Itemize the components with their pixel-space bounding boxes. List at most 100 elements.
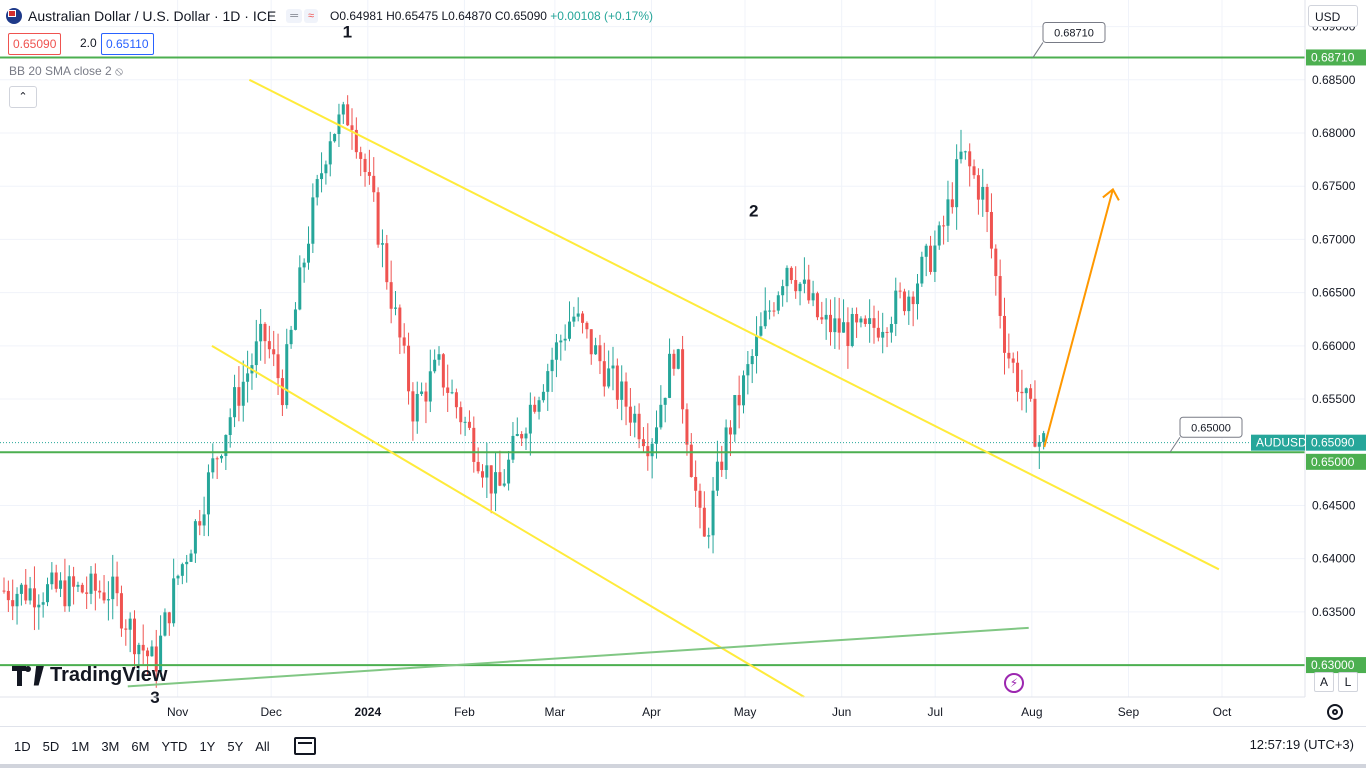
pivot-label-1: 1 bbox=[343, 22, 352, 41]
candle-body bbox=[963, 151, 967, 153]
pivot-label-2: 2 bbox=[749, 202, 758, 221]
timeframe-5d[interactable]: 5D bbox=[42, 738, 60, 754]
callout-mid: 0.65000 bbox=[1169, 416, 1243, 453]
candle bbox=[302, 258, 306, 283]
candle-body bbox=[889, 323, 893, 333]
candle-body bbox=[876, 327, 880, 338]
candle bbox=[824, 298, 828, 340]
timeframe-1y[interactable]: 1Y bbox=[199, 738, 216, 754]
candle-body bbox=[624, 381, 628, 407]
candle-body bbox=[463, 421, 467, 423]
candle-body bbox=[850, 313, 854, 346]
candle bbox=[685, 403, 689, 456]
candle-body bbox=[354, 129, 358, 153]
log-scale-button[interactable]: L bbox=[1338, 672, 1358, 692]
candle-body bbox=[67, 576, 71, 607]
candle bbox=[19, 582, 23, 606]
timeframe-ytd[interactable]: YTD bbox=[161, 738, 188, 754]
candle-body bbox=[824, 314, 828, 320]
candle bbox=[128, 612, 132, 653]
auto-scale-button[interactable]: A bbox=[1314, 672, 1334, 692]
candle-body bbox=[955, 159, 959, 208]
candle bbox=[628, 388, 632, 437]
candle-body bbox=[598, 345, 602, 362]
symbol-title[interactable]: Australian Dollar / U.S. Dollar · 1D · I… bbox=[28, 8, 277, 24]
bottom-toolbar: 1D 5D 1M 3M 6M YTD 1Y 5Y All 12:57:19 (UTC+3) bbox=[0, 726, 1366, 765]
candle bbox=[689, 433, 693, 478]
candle-body bbox=[872, 318, 876, 328]
indicator-legend[interactable]: BB 20 SMA close 2 ⦸ bbox=[9, 64, 123, 79]
candle bbox=[737, 375, 741, 429]
session-badges[interactable]: ═ ≈ bbox=[286, 9, 319, 23]
sell-button[interactable]: 0.65090 bbox=[8, 33, 62, 55]
candle bbox=[11, 579, 15, 621]
close-value: C0.65090 bbox=[494, 9, 547, 23]
candle bbox=[124, 619, 128, 646]
candle-body bbox=[476, 461, 480, 472]
candle bbox=[254, 319, 258, 378]
candle bbox=[546, 363, 550, 411]
candle-body bbox=[167, 612, 171, 624]
clock[interactable]: 12:57:19 (UTC+3) bbox=[1249, 737, 1354, 752]
candle bbox=[602, 342, 606, 397]
candle bbox=[359, 146, 363, 177]
lightning-icon[interactable]: ⚡︎ bbox=[1004, 673, 1024, 693]
candle bbox=[119, 585, 123, 637]
eye-crossed-icon[interactable]: ⦸ bbox=[115, 64, 123, 78]
candle-body bbox=[855, 313, 859, 323]
timeframe-1d[interactable]: 1D bbox=[14, 738, 31, 754]
ohlc-values: O0.64981 H0.65475 L0.64870 C0.65090 +0.0… bbox=[330, 9, 653, 23]
callout-leader bbox=[1032, 42, 1044, 58]
candle bbox=[872, 305, 876, 344]
timeframe-5y[interactable]: 5Y bbox=[227, 738, 244, 754]
candle bbox=[794, 266, 798, 299]
candle-body bbox=[846, 322, 850, 346]
candle-body bbox=[607, 368, 611, 387]
candle-body bbox=[454, 392, 458, 408]
price-tick-label: 0.68500 bbox=[1312, 73, 1356, 87]
timeframe-3m[interactable]: 3M bbox=[101, 738, 120, 754]
timeframe-1m[interactable]: 1M bbox=[71, 738, 90, 754]
timeframe-all[interactable]: All bbox=[255, 738, 270, 754]
calendar-icon[interactable] bbox=[293, 737, 316, 755]
callout-text: 0.65000 bbox=[1191, 422, 1231, 434]
high-value: H0.65475 bbox=[386, 9, 439, 23]
time-tick-label: Aug bbox=[1021, 705, 1042, 719]
candle bbox=[598, 334, 602, 375]
symbol-header: Australian Dollar / U.S. Dollar · 1D · I… bbox=[6, 6, 653, 26]
timeframe-6m[interactable]: 6M bbox=[131, 738, 150, 754]
candle-body bbox=[829, 314, 832, 333]
candle-body bbox=[807, 279, 811, 301]
candle-body bbox=[206, 472, 210, 515]
candle-body bbox=[628, 406, 632, 423]
candle-body bbox=[11, 600, 15, 607]
candle bbox=[528, 392, 532, 456]
candle-body bbox=[815, 293, 819, 318]
candle-body bbox=[328, 141, 332, 165]
buy-button[interactable]: 0.65110 bbox=[101, 33, 154, 55]
symbol-tag: AUDUSD bbox=[1251, 434, 1307, 451]
candle-body bbox=[811, 293, 815, 301]
candle bbox=[902, 288, 906, 316]
candle-body bbox=[1037, 441, 1041, 447]
gear-icon[interactable] bbox=[1327, 704, 1343, 720]
candle-body bbox=[537, 400, 541, 412]
channel-upper-line bbox=[248, 78, 1220, 571]
candle-body bbox=[119, 593, 123, 629]
candle-body bbox=[968, 151, 972, 167]
candle bbox=[176, 574, 180, 585]
candle bbox=[1033, 380, 1037, 448]
candle-body bbox=[159, 635, 163, 672]
candle bbox=[394, 290, 397, 316]
candle bbox=[146, 647, 150, 675]
currency-select[interactable]: USD bbox=[1308, 5, 1358, 27]
candle-body bbox=[972, 166, 976, 176]
candle-body bbox=[85, 592, 89, 594]
candle bbox=[972, 159, 976, 179]
candle-body bbox=[759, 326, 763, 336]
candle bbox=[50, 562, 54, 590]
candle-body bbox=[568, 321, 571, 339]
collapse-legend-button[interactable]: ⌃ bbox=[9, 86, 37, 108]
candle-body bbox=[402, 337, 406, 346]
